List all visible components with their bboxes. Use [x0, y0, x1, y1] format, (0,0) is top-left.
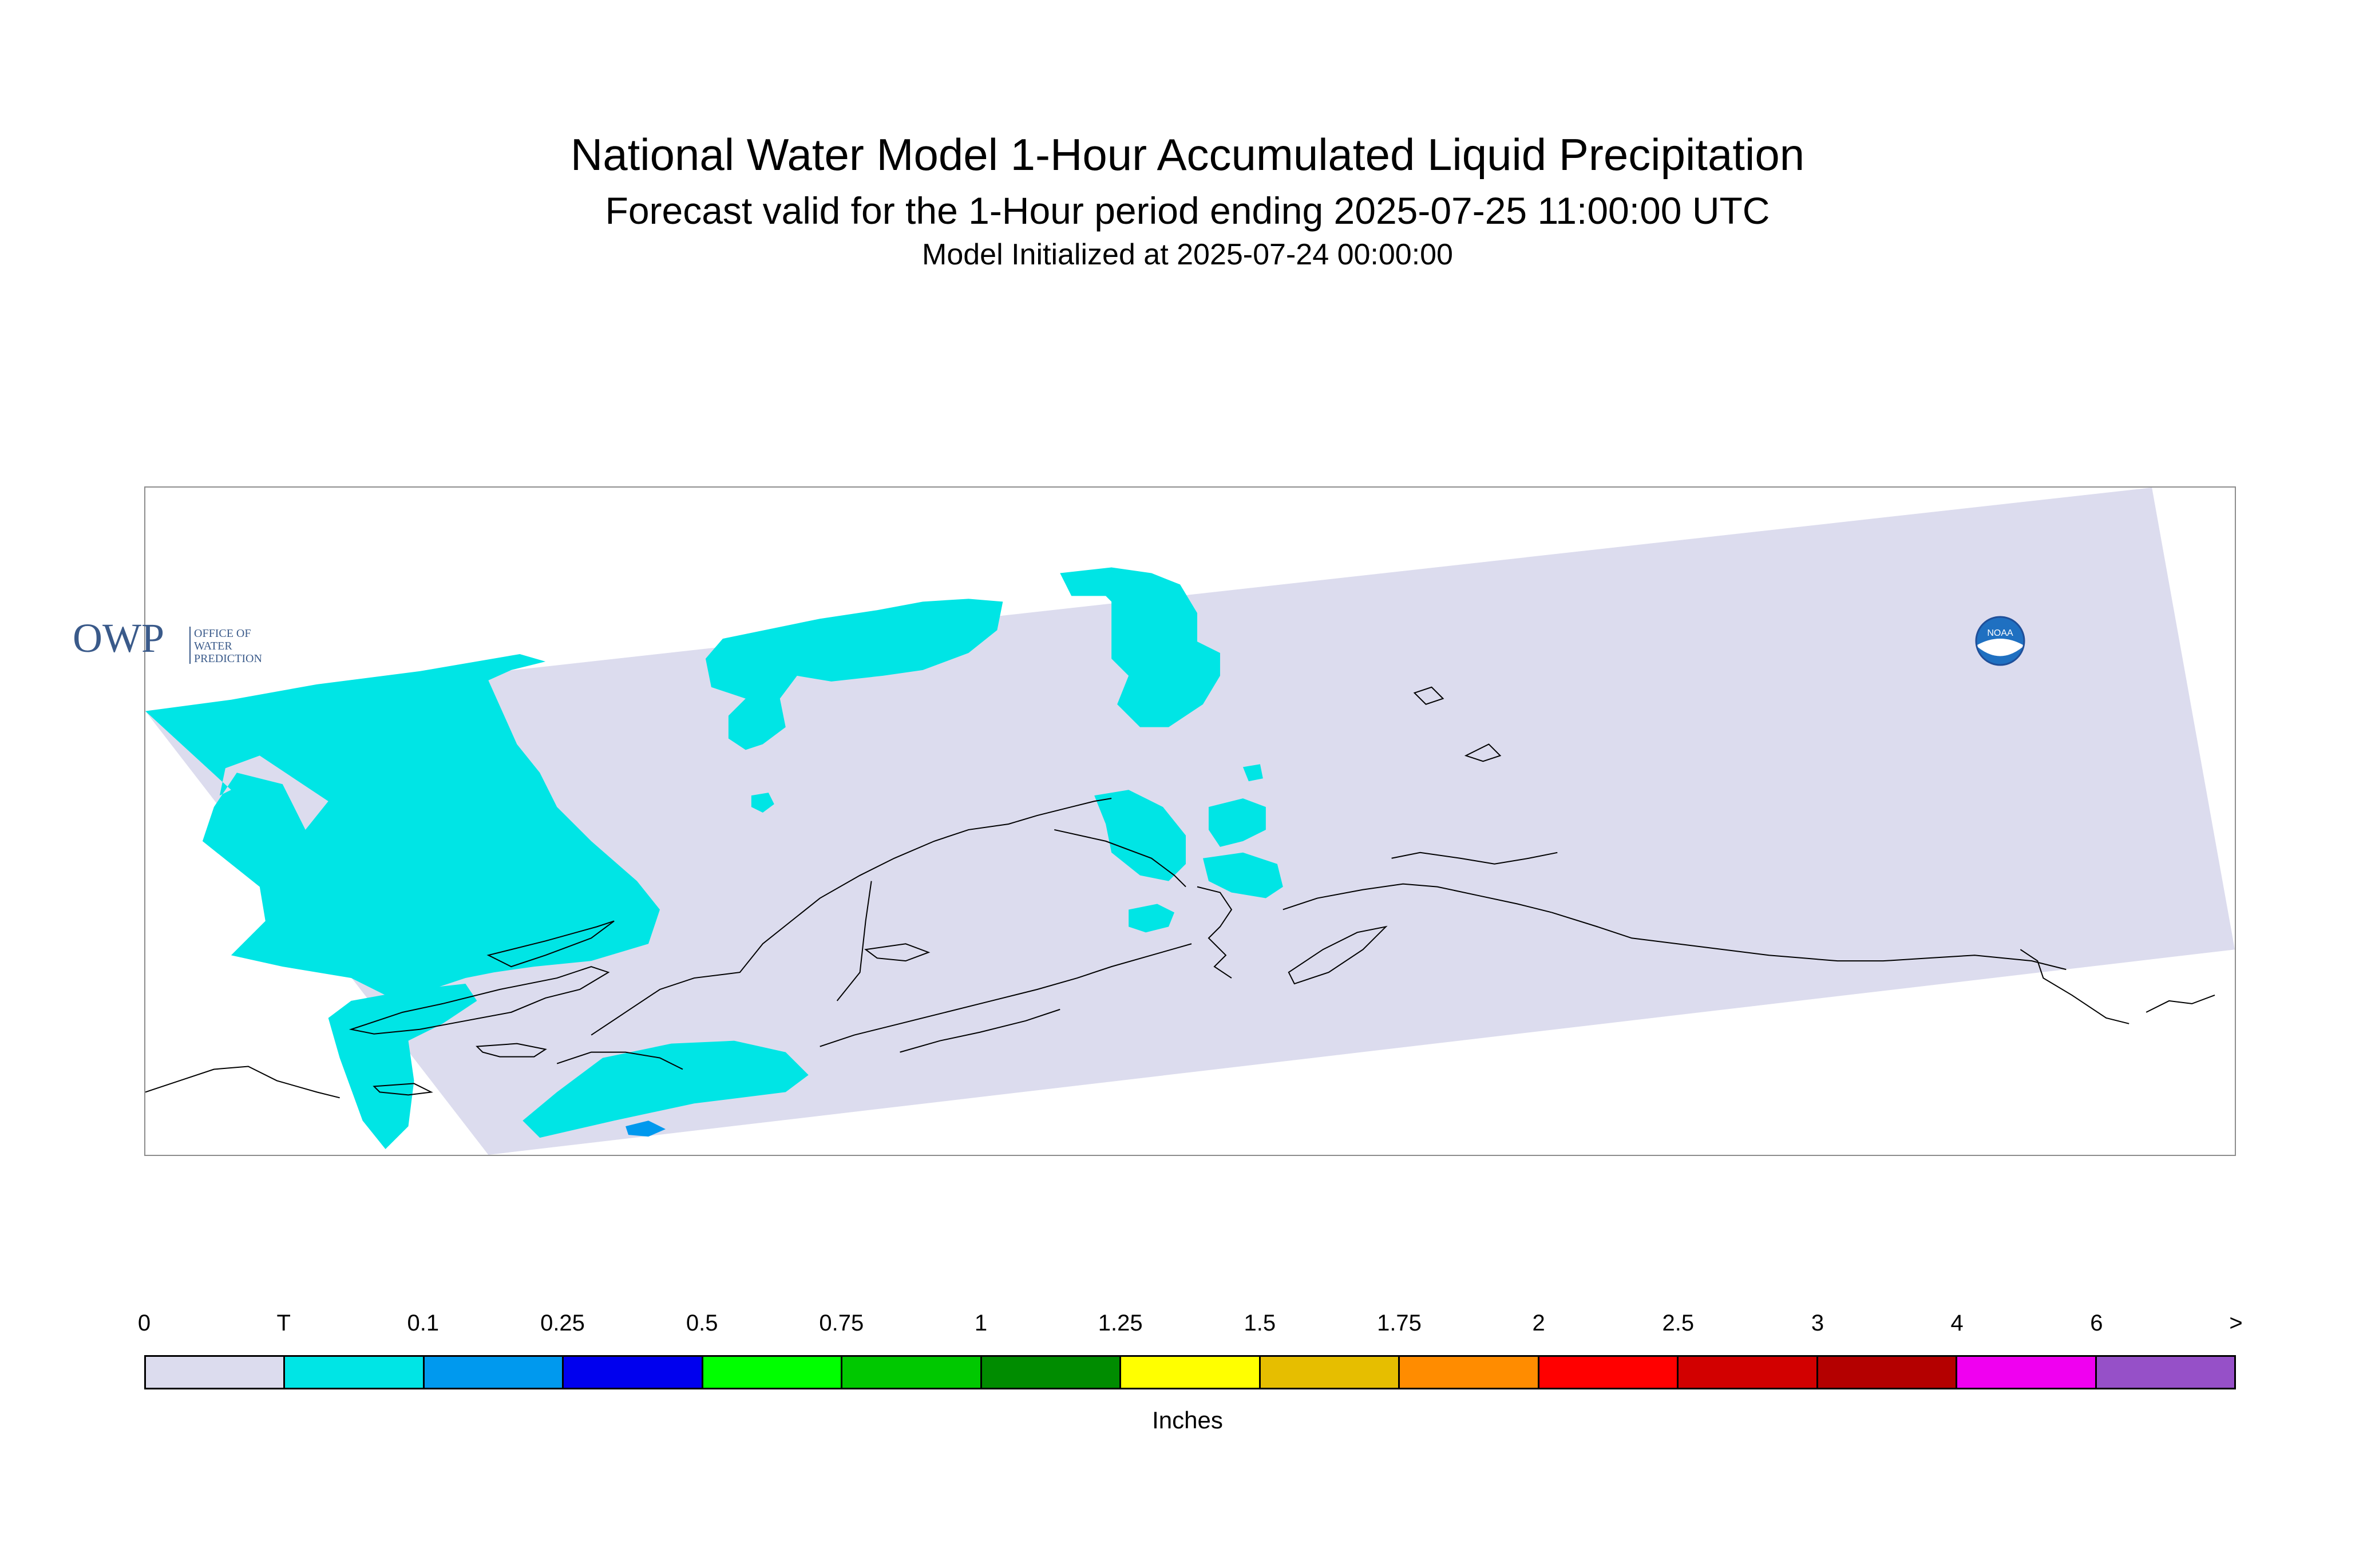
legend-tick-label: 1.25	[1098, 1310, 1143, 1336]
coastline-east-2	[1551, 912, 2067, 971]
coastline-bay	[1054, 829, 1186, 888]
map-canvas	[145, 488, 2235, 1155]
legend-tick-label: 3	[1811, 1310, 1824, 1336]
coastlines	[145, 686, 2215, 1099]
coastline-mt-area	[1391, 852, 1558, 865]
precip-area-islet-1	[751, 793, 774, 813]
legend-tick-label: 4	[1950, 1310, 1964, 1336]
legend-tick-label: 1.75	[1377, 1310, 1422, 1336]
coastline-islands-s	[900, 1008, 1060, 1053]
coastline-lake-1	[864, 943, 931, 962]
legend-swatch	[842, 1357, 982, 1388]
coastline-river-1	[836, 881, 872, 1001]
owp-mark: OWP	[73, 615, 164, 661]
legend-tick-label: T	[276, 1310, 291, 1336]
coastline-shore-1	[556, 1051, 683, 1070]
precipitation-map	[144, 486, 2236, 1156]
legend-swatch	[285, 1357, 425, 1388]
legend-colorbar	[144, 1355, 2236, 1389]
legend-tick-label: 6	[2090, 1310, 2103, 1336]
coastline-far-east	[2020, 949, 2129, 1024]
noaa-mark: NOAA	[1987, 628, 2013, 638]
legend-tick-label: 0.1	[407, 1310, 440, 1336]
coastline-east-1	[1282, 883, 1552, 913]
coastline-island-1	[486, 920, 615, 968]
legend-swatch	[1818, 1357, 1958, 1388]
legend-swatch	[1121, 1357, 1261, 1388]
page-title: National Water Model 1-Hour Accumulated …	[570, 129, 1805, 180]
model-init-line: Model Initialized at 2025-07-24 00:00:00	[922, 238, 1453, 271]
precip-area-south	[522, 1040, 809, 1138]
legend-swatch	[564, 1357, 703, 1388]
legend-swatch	[146, 1357, 286, 1388]
precip-area-light	[626, 1120, 666, 1137]
precip-area-islet-2	[1242, 764, 1263, 782]
owp-text-1: OFFICE OF	[194, 627, 251, 640]
legend-swatch	[1679, 1357, 1818, 1388]
legend-swatch	[1260, 1357, 1400, 1388]
coastline-coast-main	[591, 798, 1112, 1036]
legend-swatch	[2096, 1357, 2235, 1388]
precip-area-central-1	[1094, 790, 1186, 881]
precip-area-central-4	[1129, 904, 1175, 933]
precip-area-west	[145, 654, 660, 995]
legend-tick-label: >	[2229, 1310, 2243, 1336]
legend-unit-label: Inches	[1152, 1407, 1223, 1434]
coastline-island-e2	[1464, 743, 1502, 762]
coastline-island-3	[373, 1083, 433, 1096]
legend-tick-label: 0.25	[540, 1310, 585, 1336]
legend-swatch	[1539, 1357, 1679, 1388]
coastline-south-coast	[820, 943, 1192, 1047]
legend-tick-label: 1.5	[1244, 1310, 1276, 1336]
precip-area-central-2	[1208, 798, 1266, 847]
legend-swatch	[1957, 1357, 2097, 1388]
precip-area-north-1	[705, 599, 1003, 750]
owp-text-2: WATER	[194, 640, 232, 652]
precip-area-north-2	[1060, 567, 1220, 727]
owp-text-3: PREDICTION	[194, 652, 262, 665]
legend-swatch	[1400, 1357, 1539, 1388]
coastline-island-e1	[1413, 686, 1444, 705]
legend-tick-label: 2.5	[1662, 1310, 1695, 1336]
coastline-cluster	[1197, 886, 1233, 979]
coastline-peninsula	[349, 966, 610, 1035]
coastline-arm	[1288, 925, 1388, 985]
model-domain	[145, 488, 2235, 1155]
legend-swatch	[703, 1357, 843, 1388]
coastline-island-2	[476, 1043, 547, 1058]
coastline-far-east-2	[2146, 995, 2215, 1013]
noaa-logo: NOAA	[1974, 615, 2026, 670]
owp-logo: OWP OFFICE OF WATER PREDICTION	[73, 615, 279, 670]
legend-tick-label: 0.75	[819, 1310, 864, 1336]
legend-swatch	[424, 1357, 564, 1388]
legend-tick-label: 0	[137, 1310, 151, 1336]
legend-tick-label: 0.5	[686, 1310, 718, 1336]
coastline-mainland-south	[145, 1066, 340, 1099]
legend-tick-label: 1	[974, 1310, 988, 1336]
legend-tick-label: 2	[1532, 1310, 1545, 1336]
forecast-valid-subtitle: Forecast valid for the 1-Hour period end…	[605, 189, 1770, 232]
precip-area-central-3	[1202, 852, 1283, 898]
legend-swatch	[981, 1357, 1122, 1388]
